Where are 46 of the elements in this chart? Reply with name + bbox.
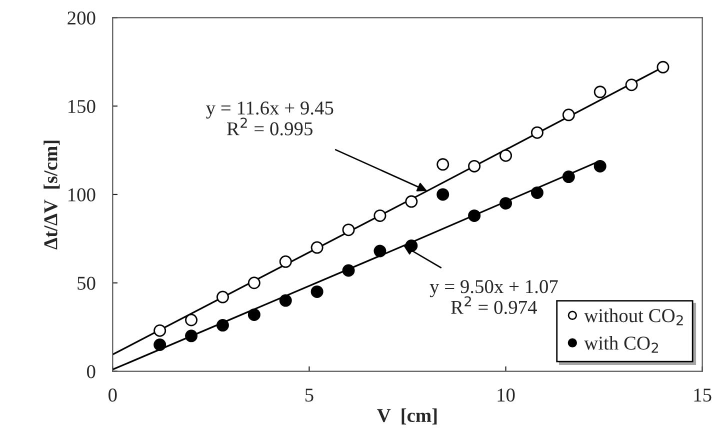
y-tick-label: 100 — [68, 188, 96, 202]
point — [279, 294, 292, 307]
x-tick-label: 10 — [498, 388, 515, 402]
legend-label: with CO$_{2}$ — [584, 336, 658, 353]
point — [279, 255, 292, 268]
point — [436, 188, 450, 201]
point — [310, 285, 324, 298]
point — [154, 324, 166, 337]
point — [216, 319, 229, 332]
point — [500, 197, 512, 210]
y-tick-label: 50 — [78, 276, 96, 290]
x-tick-label: 15 — [694, 388, 712, 402]
point — [468, 209, 481, 222]
point — [405, 195, 418, 208]
point — [342, 264, 355, 277]
point — [530, 186, 544, 199]
x-tick-label: 0 — [108, 388, 117, 402]
y-tick-label: 0 — [87, 365, 96, 378]
point — [530, 126, 544, 139]
point — [216, 290, 229, 304]
point — [154, 338, 166, 352]
point — [185, 330, 198, 342]
x-tick-label: 5 — [305, 388, 314, 402]
point — [594, 160, 606, 172]
annotation: y = 11.6x + 9.45 R$^{2}$ = 0.995 — [206, 102, 334, 136]
point — [342, 224, 355, 236]
point — [248, 308, 260, 321]
y-axis-title: Δt/ΔV [s/cm] — [44, 140, 60, 250]
point — [625, 78, 638, 92]
annotation: y = 9.50x + 1.07 R$^{2}$ = 0.974 — [430, 280, 558, 314]
legend-label: without CO$_{2}$ — [584, 308, 683, 326]
point — [468, 160, 481, 172]
x-axis-title: V [cm] — [377, 408, 437, 424]
point — [248, 276, 260, 290]
point — [656, 60, 670, 74]
point — [562, 108, 575, 122]
point — [374, 244, 386, 258]
point — [436, 158, 450, 171]
point — [185, 314, 198, 326]
point — [562, 170, 575, 184]
y-tick-label: 150 — [68, 100, 96, 114]
point — [594, 86, 606, 98]
point — [310, 241, 324, 254]
point — [374, 209, 386, 222]
point — [500, 149, 512, 162]
y-tick-label: 200 — [68, 11, 96, 25]
